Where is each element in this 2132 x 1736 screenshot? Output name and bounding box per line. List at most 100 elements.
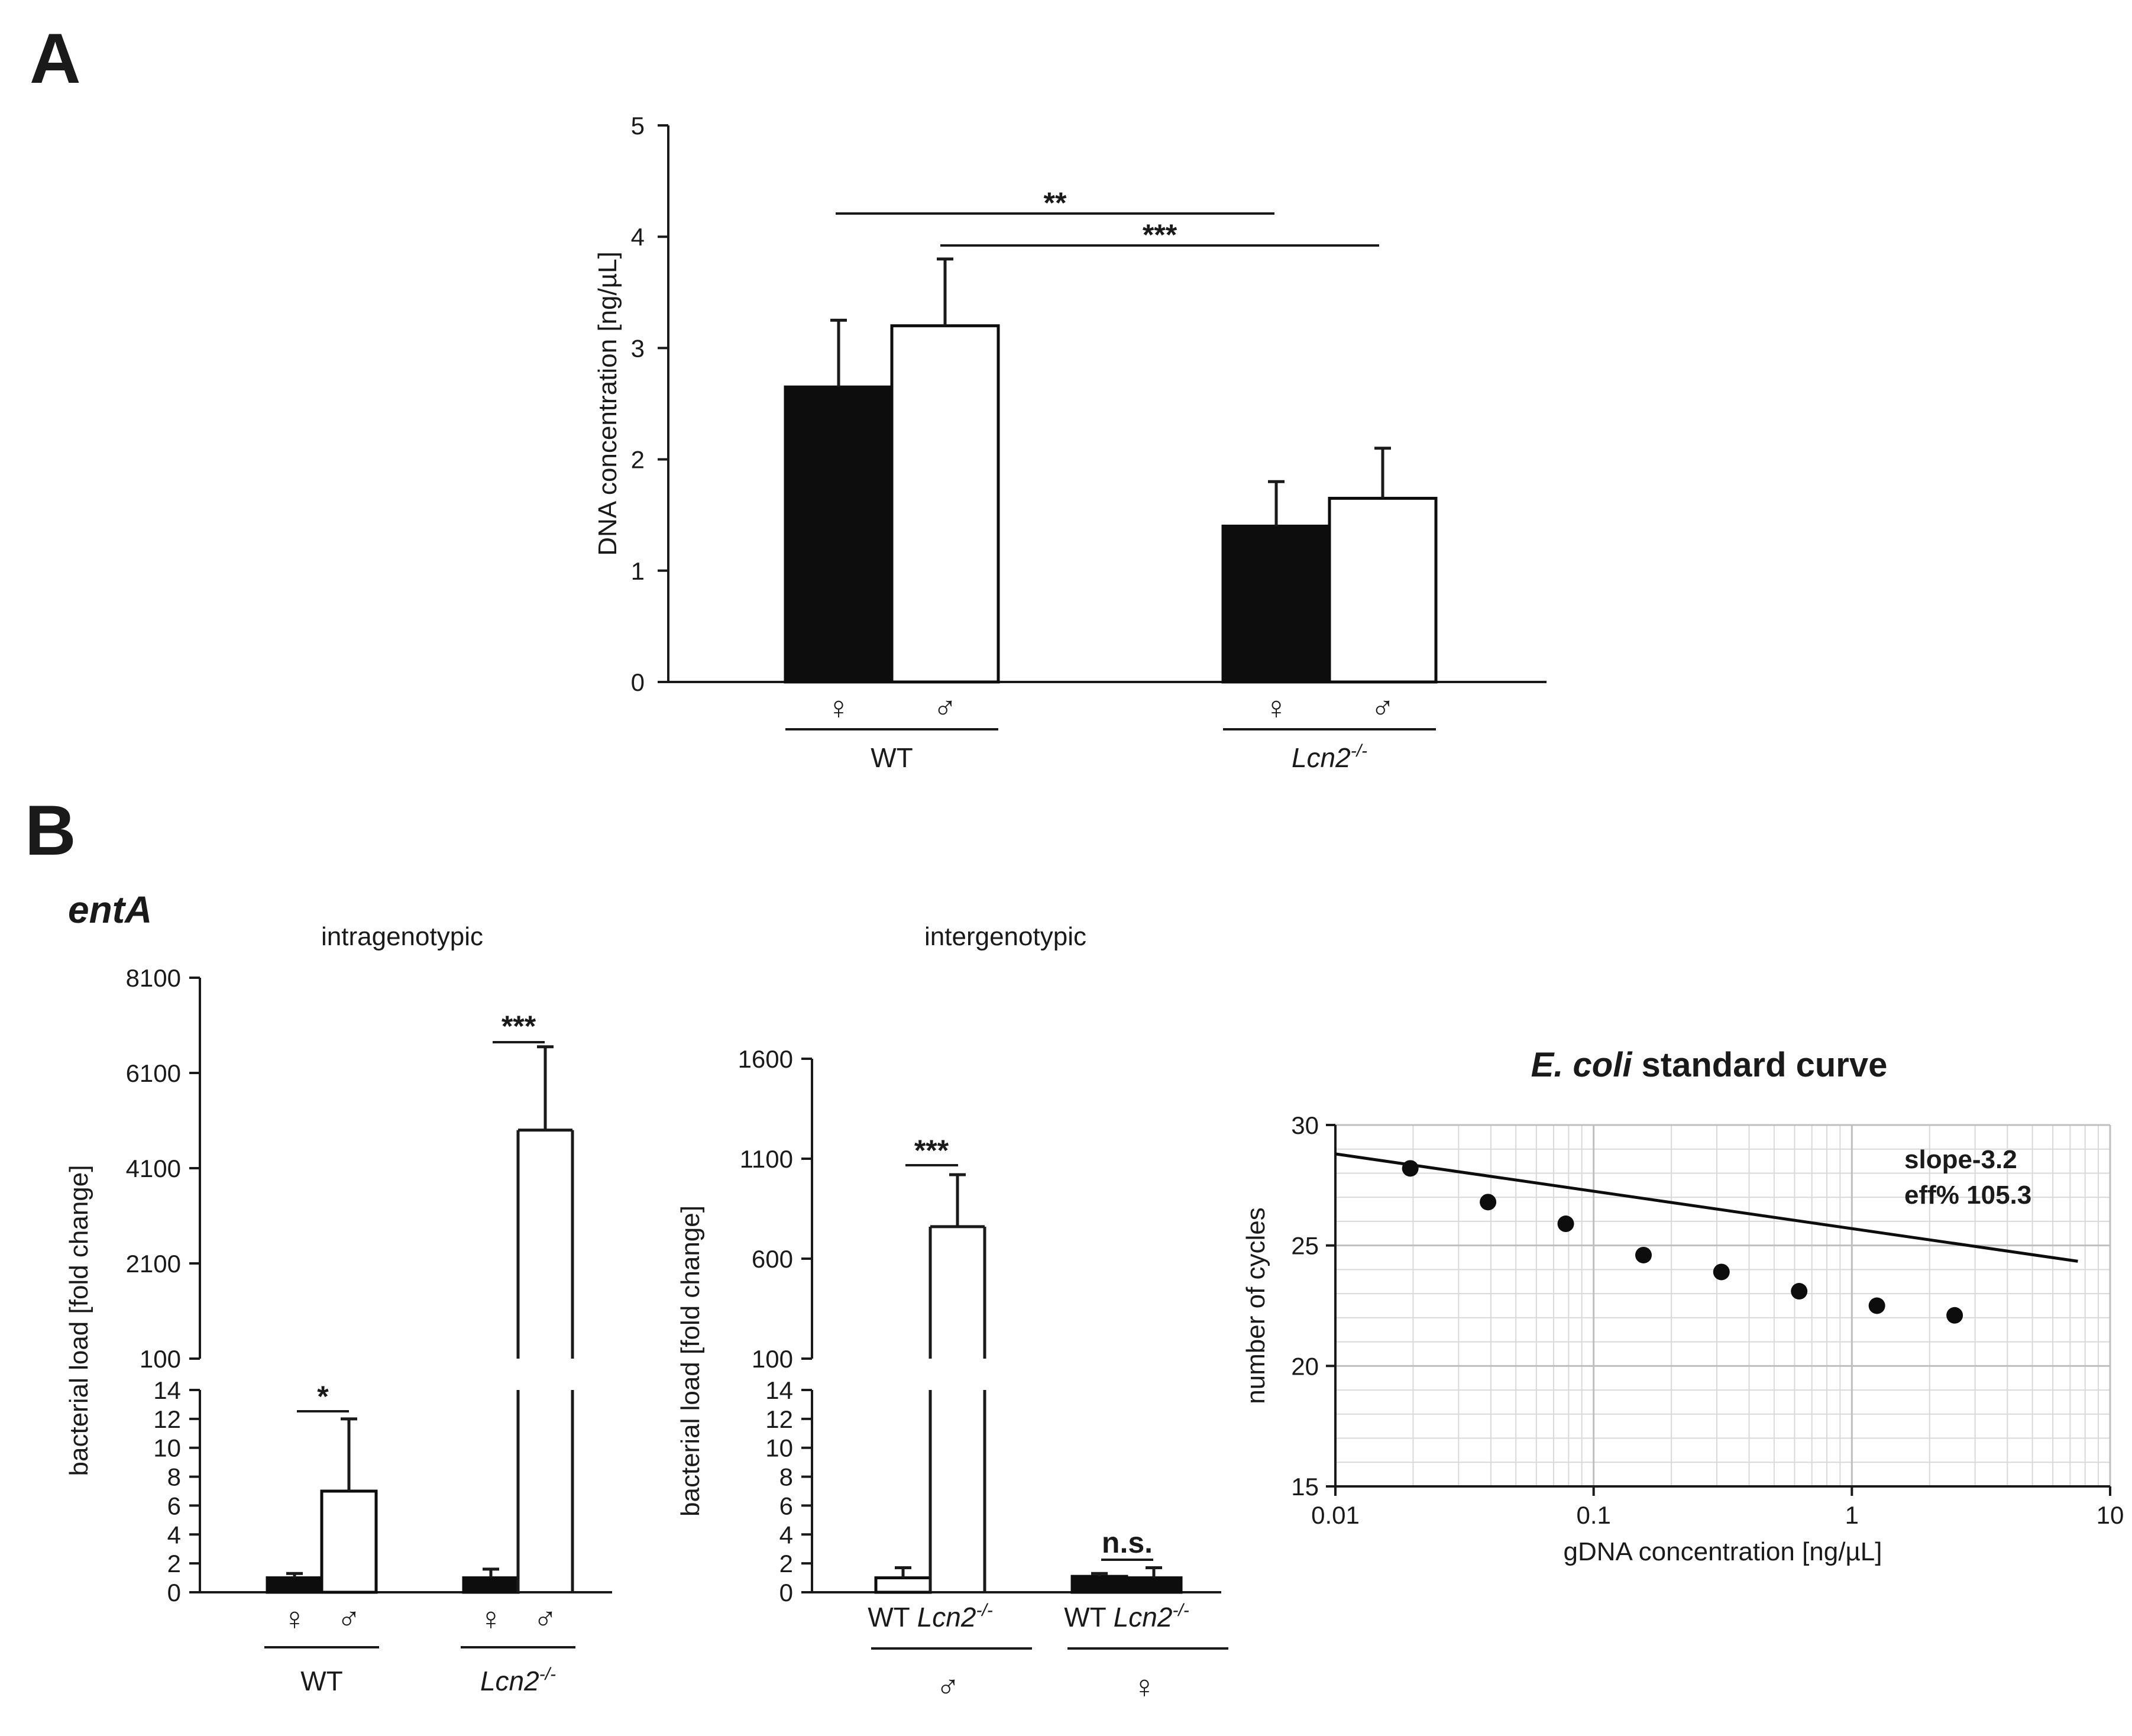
y-tick-label: 2 xyxy=(167,1550,181,1577)
y-tick-label: 2 xyxy=(779,1550,793,1577)
y-tick-label: 12 xyxy=(153,1405,181,1433)
significance-label: *** xyxy=(502,1010,536,1043)
y-tick-label: 4 xyxy=(167,1521,181,1549)
y-tick-label: 600 xyxy=(752,1245,793,1273)
sex-symbol: ♀ xyxy=(283,1601,307,1637)
significance-label: *** xyxy=(1143,218,1177,251)
y-tick-label: 8100 xyxy=(126,964,181,992)
y-tick-label: 10 xyxy=(765,1434,793,1462)
y-tick-label: 4 xyxy=(631,223,645,251)
annotation-slope: slope-3.2 xyxy=(1904,1145,2017,1174)
group-label: WT xyxy=(871,742,913,773)
sex-symbol: ♂ xyxy=(337,1601,361,1637)
y-tick-label: 2 xyxy=(631,446,645,474)
y-tick-label: 12 xyxy=(765,1405,793,1433)
y-tick-label: 10 xyxy=(153,1434,181,1462)
y-tick-label: 0 xyxy=(779,1579,793,1606)
bar xyxy=(874,1576,932,1594)
y-tick-label: 6 xyxy=(779,1492,793,1520)
fit-line xyxy=(1335,1152,2078,1263)
bar xyxy=(930,1226,985,1359)
sex-symbol: ♀ xyxy=(479,1601,503,1637)
y-tick-label: 0 xyxy=(167,1579,181,1606)
y-tick-label: 4 xyxy=(779,1521,793,1549)
data-point xyxy=(1635,1246,1652,1263)
group-label: WT xyxy=(300,1666,343,1696)
y-tick-label: 100 xyxy=(752,1345,793,1373)
y-tick-label: 14 xyxy=(765,1376,793,1404)
bar-labels: WT Lcn2-/- xyxy=(1064,1601,1189,1632)
y-tick-label: 6 xyxy=(167,1492,181,1520)
data-point xyxy=(1946,1307,1963,1324)
significance-label: n.s. xyxy=(1102,1526,1153,1559)
bar xyxy=(890,324,1000,684)
y-tick-label: 1600 xyxy=(738,1045,793,1073)
y-tick-label: 2100 xyxy=(126,1250,181,1278)
data-point xyxy=(1402,1160,1419,1177)
x-tick-label: 10 xyxy=(2097,1501,2124,1529)
sex-symbol: ♂ xyxy=(533,1601,558,1637)
significance-label: *** xyxy=(914,1134,949,1167)
sex-symbol: ♀ xyxy=(827,690,851,726)
y-tick-label: 0 xyxy=(631,668,645,696)
x-tick-label: 1 xyxy=(1845,1501,1859,1529)
data-point xyxy=(1791,1283,1808,1300)
data-point xyxy=(1480,1194,1497,1211)
y-tick-label: 30 xyxy=(1291,1111,1319,1139)
y-tick-label: 6100 xyxy=(126,1059,181,1087)
y-tick-label: 1100 xyxy=(740,1145,793,1173)
panel-letter-b: B xyxy=(25,791,76,870)
chart-title: E. coli standard curve xyxy=(1531,1046,1888,1084)
panel-letter-a: A xyxy=(30,19,81,98)
group-label: ♂ xyxy=(936,1669,960,1705)
y-axis-title: DNA concentration [ng/µL] xyxy=(593,251,622,556)
group-label: ♀ xyxy=(1133,1669,1157,1705)
group-label: Lcn2-/- xyxy=(1292,741,1367,773)
y-tick-label: 5 xyxy=(631,112,645,140)
bar xyxy=(518,1130,572,1359)
y-tick-label: 20 xyxy=(1291,1352,1319,1380)
gene-label: entA xyxy=(68,888,152,931)
sex-symbol: ♀ xyxy=(1264,690,1289,726)
y-tick-label: 100 xyxy=(140,1345,181,1373)
bar xyxy=(266,1576,323,1594)
bar xyxy=(1070,1575,1128,1594)
bar xyxy=(784,385,894,684)
significance-label: * xyxy=(317,1380,329,1413)
y-axis-title: number of cycles xyxy=(1241,1207,1270,1404)
data-point xyxy=(1557,1215,1574,1233)
y-axis-title: bacterial load [fold change] xyxy=(64,1165,93,1476)
y-tick-label: 1 xyxy=(631,557,645,585)
bar-labels: WT Lcn2-/- xyxy=(868,1601,993,1632)
significance-label: ** xyxy=(1044,186,1067,219)
annotation-efficiency: eff% 105.3 xyxy=(1904,1181,2031,1210)
y-tick-label: 3 xyxy=(631,334,645,362)
group-label: Lcn2-/- xyxy=(480,1664,556,1696)
y-axis-title: bacterial load [fold change] xyxy=(676,1205,705,1517)
bar xyxy=(1125,1576,1183,1594)
x-axis-title: gDNA concentration [ng/µL] xyxy=(1564,1537,1882,1566)
x-tick-label: 0.1 xyxy=(1576,1501,1610,1529)
sex-symbol: ♂ xyxy=(1371,690,1395,726)
y-tick-label: 8 xyxy=(779,1463,793,1491)
chart-title: intragenotypic xyxy=(321,922,483,951)
sex-symbol: ♂ xyxy=(933,690,957,726)
standard-curve-chart: 0.01 0.1 1 10 15 20 25 30 E. coli standard curve… xyxy=(1241,1046,2124,1566)
bar xyxy=(1221,525,1331,684)
y-tick-label: 15 xyxy=(1291,1473,1319,1501)
data-point xyxy=(1868,1297,1885,1314)
bar xyxy=(320,1489,378,1594)
y-tick-label: 4100 xyxy=(126,1155,181,1182)
y-tick-label: 25 xyxy=(1291,1232,1319,1260)
y-tick-label: 8 xyxy=(167,1463,181,1491)
x-tick-label: 0.01 xyxy=(1311,1501,1360,1529)
data-point xyxy=(1713,1263,1730,1281)
bar xyxy=(462,1576,520,1594)
bar xyxy=(1328,496,1438,684)
chart-title: intergenotypic xyxy=(924,922,1086,951)
y-tick-label: 14 xyxy=(153,1376,181,1404)
